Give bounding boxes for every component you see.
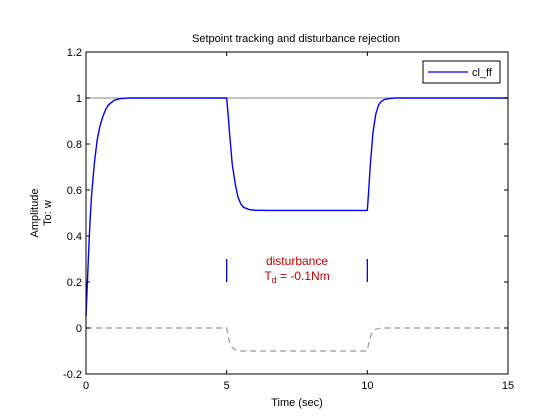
legend: cl_ff <box>422 60 501 84</box>
legend-entry-cl-ff: cl_ff <box>472 67 493 79</box>
y-tick-label: -0.2 <box>63 369 82 381</box>
y-tick-label: 0.8 <box>67 139 82 151</box>
chart-title: Setpoint tracking and disturbance reject… <box>192 33 400 45</box>
disturbance-series-line <box>86 327 508 352</box>
y-tick-label: 1 <box>76 93 82 105</box>
y-tick-label: 0.4 <box>67 231 82 243</box>
disturbance-annotation: disturbance <box>266 254 328 268</box>
plot-frame <box>85 51 509 375</box>
series-line-cl-ff <box>85 97 508 317</box>
y-tick-label: 0.6 <box>67 185 82 197</box>
y-tick-label: 1.2 <box>67 47 82 59</box>
plot-area <box>86 52 508 374</box>
x-tick-label: 0 <box>83 380 89 392</box>
x-axis-label: Time (sec) <box>271 397 323 409</box>
y-tick-label: 0.2 <box>67 277 82 289</box>
tick-layer: 0 5 10 15-0.200.20.40.60.811.2 <box>63 47 514 392</box>
x-tick-label: 5 <box>224 380 230 392</box>
x-tick-label: 15 <box>502 380 514 392</box>
series-layer <box>85 97 508 352</box>
y-axis-label: Amplitude <box>29 189 41 238</box>
x-tick-label: 10 <box>361 380 373 392</box>
disturbance-value-annotation: Td = -0.1Nm <box>264 269 329 285</box>
y-axis-output-label: To: w <box>42 200 54 226</box>
y-tick-label: 0 <box>76 323 82 335</box>
